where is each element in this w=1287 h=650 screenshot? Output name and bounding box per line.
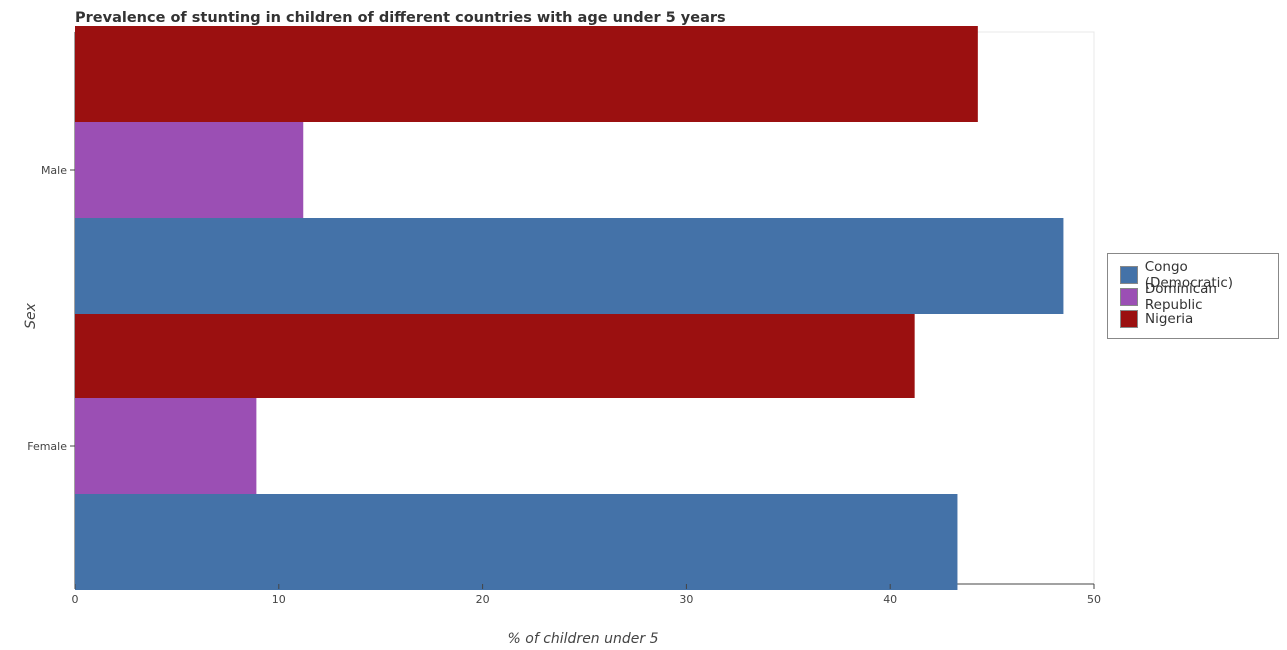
legend-label-nigeria: Nigeria [1145,311,1194,327]
legend: Congo (Democratic) Dominican Republic Ni… [1107,253,1279,339]
legend-label-congo: Congo (Democratic) [1144,259,1234,291]
x-tick-label: 30 [679,593,693,606]
x-tick-label: 40 [883,593,897,606]
legend-swatch-dominican-republic [1120,288,1138,306]
legend-item-congo: Congo (Democratic) [1120,259,1278,291]
x-axis-title: % of children under 5 [508,631,659,647]
chart-title: Prevalence of stunting in children of di… [75,10,726,26]
x-tick-label: 0 [72,593,79,606]
legend-item-nigeria: Nigeria [1120,309,1193,329]
bar-female-congo-democratic [75,494,958,590]
y-tick-label-female: Female [27,440,67,453]
x-tick-label: 50 [1087,593,1101,606]
bar-female-dominican-republic [75,398,257,494]
bar-male-dominican-republic [75,122,304,218]
plot-area: Female Male 0 10 20 30 40 50 [27,26,1101,606]
bar-male-congo-democratic [75,218,1064,314]
legend-label-dominican-republic: Dominican Republic [1144,281,1217,313]
legend-swatch-nigeria [1120,310,1138,328]
bar-male-nigeria [75,26,978,122]
y-axis-title: Sex [23,302,39,329]
bar-female-nigeria [75,302,915,398]
legend-item-dominican-republic: Dominican Republic [1120,281,1278,313]
x-tick-label: 10 [272,593,286,606]
y-tick-label-male: Male [41,164,67,177]
x-tick-label: 20 [476,593,490,606]
legend-swatch-congo [1120,266,1138,284]
